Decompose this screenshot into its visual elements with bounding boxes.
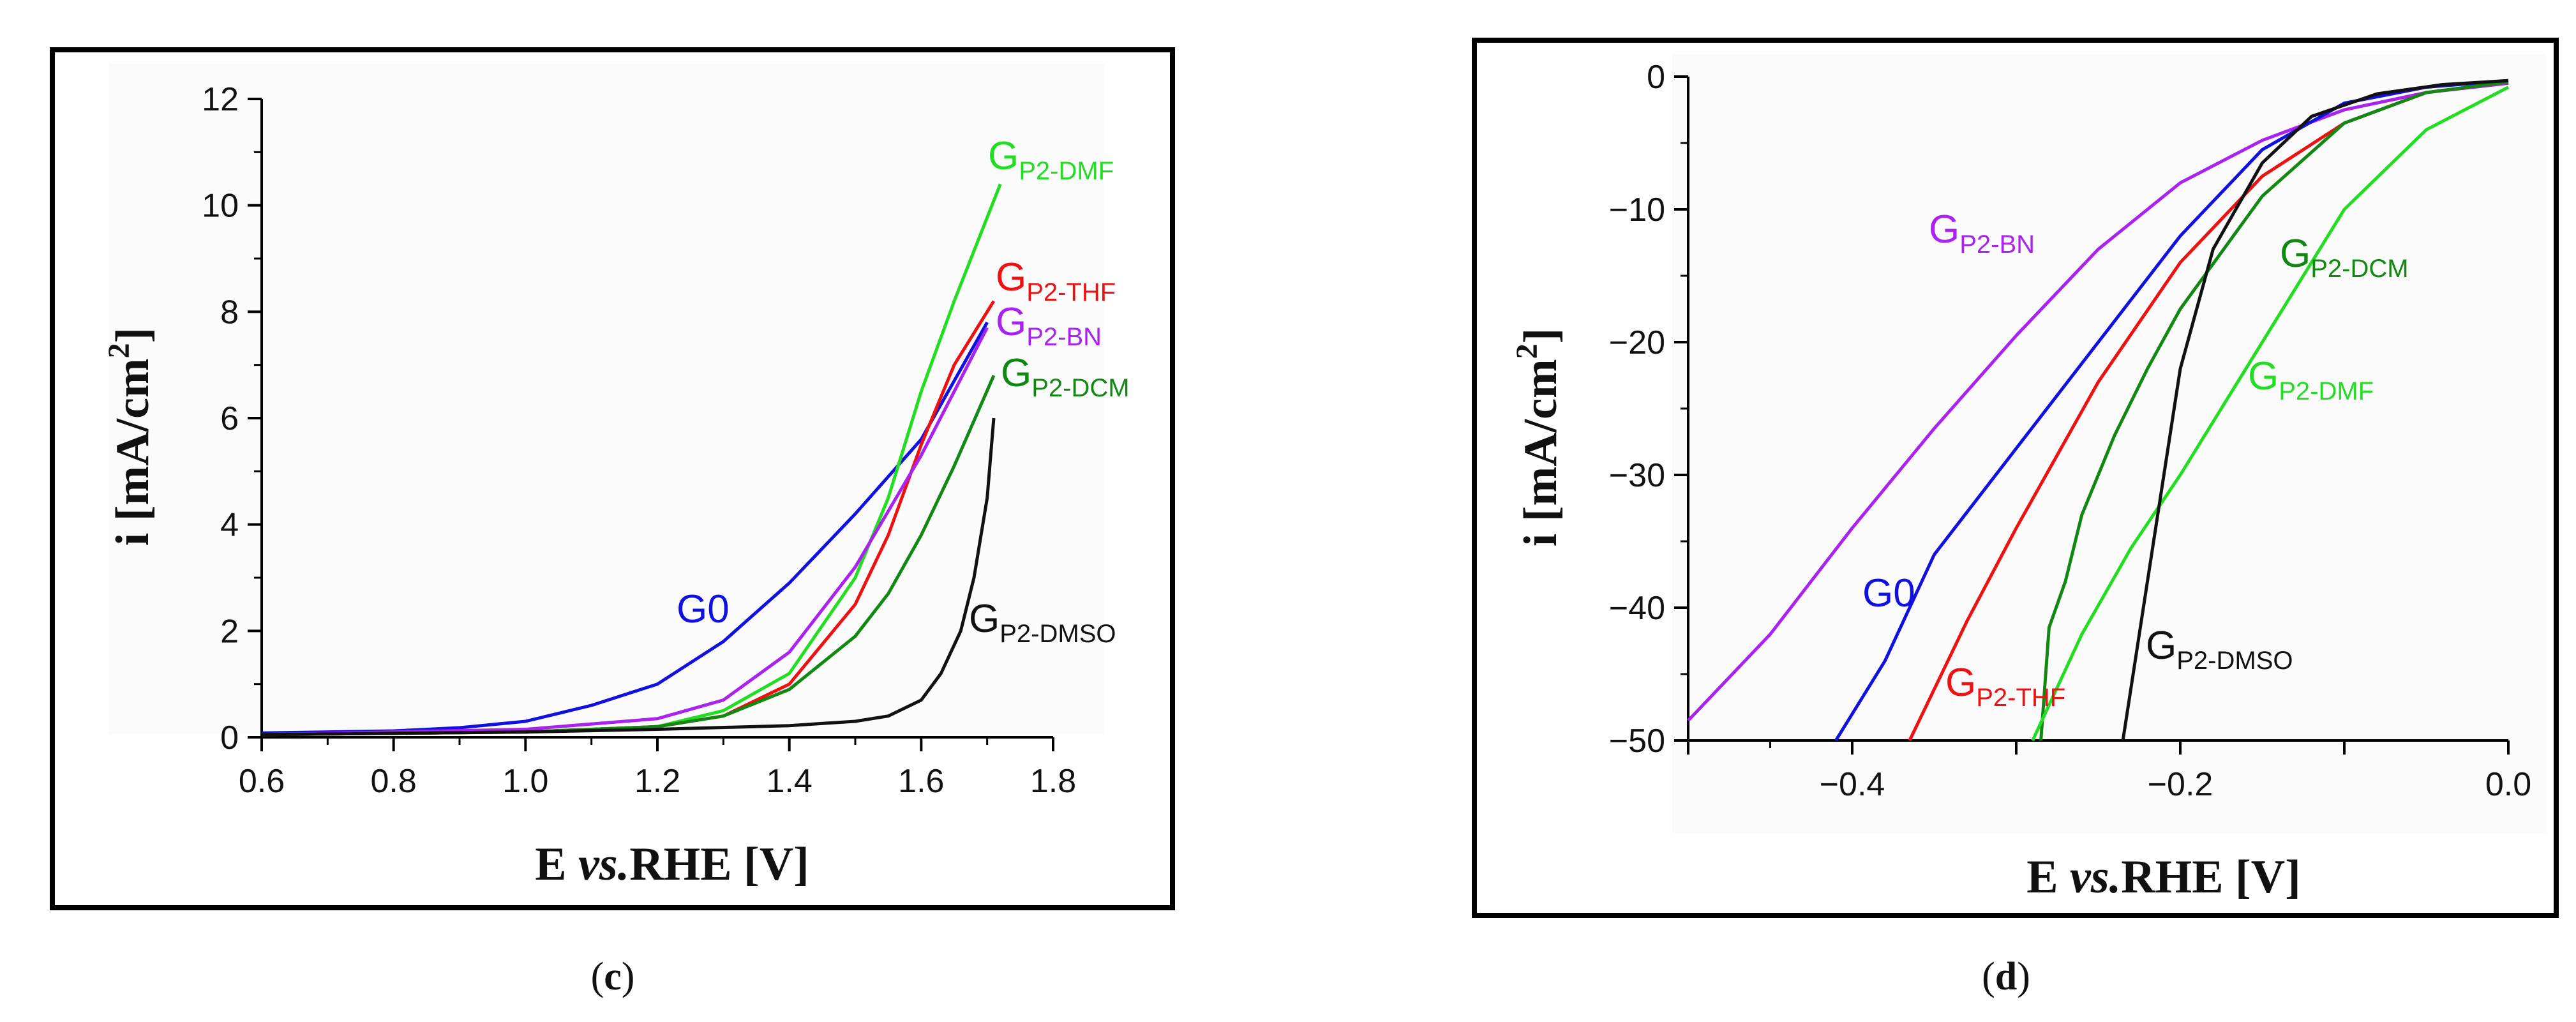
series-label-g0: G0 — [677, 587, 730, 631]
x-tick-label: −0.4 — [1820, 766, 1885, 803]
y-tick-label: 4 — [220, 507, 239, 544]
y-tick-label: 8 — [220, 294, 239, 331]
panel-d-y-axis-title: i [mA/cm2] — [1510, 328, 1567, 547]
panel-c-x-axis-title: E vs.RHE [V] — [535, 838, 809, 890]
panel-c-y-axis-title: i [mA/cm2] — [102, 327, 159, 546]
x-tick-label: 1.6 — [898, 763, 944, 800]
y-tick-label: 10 — [202, 188, 239, 225]
chart-panel-c: 0.6 0.8 1.0 1.2 1.4 1.6 1.8 0 2 4 6 8 10 12 G0 GP2-DMF… — [50, 47, 1175, 998]
chart-panel-d: −0.4 −0.2 0.0 0 −10 −20 −30 −40 −50 GP2-BN G0 GP2-… — [1472, 38, 2559, 998]
y-tick-label: 0 — [1647, 59, 1665, 96]
series-line-gp2-dmso — [261, 417, 996, 737]
panel-c-caption: (c) — [591, 955, 635, 998]
x-tick-label: 0.0 — [2485, 766, 2531, 803]
series-label-gp2-bn: GP2-BN — [1929, 207, 2035, 259]
series-line-g0 — [261, 321, 989, 735]
x-tick-label: 0.6 — [239, 763, 285, 800]
panel-d-frame — [1472, 38, 2559, 918]
y-tick-label: −30 — [1609, 457, 1665, 494]
x-tick-label: −0.2 — [2148, 766, 2213, 803]
series-label-gp2-dcm: GP2-DCM — [2280, 232, 2409, 283]
series-label-gp2-thf: GP2-THF — [1945, 661, 2065, 712]
y-tick-label: 0 — [220, 719, 239, 756]
x-tick-label: 1.4 — [767, 763, 812, 800]
series-line-gp2-dcm — [2039, 80, 2509, 741]
panel-d-x-axis-title: E vs.RHE [V] — [2026, 851, 2301, 903]
series-line-gp2-bn — [261, 327, 989, 737]
series-label-gp2-thf: GP2-THF — [996, 255, 1116, 306]
series-label-gp2-dmf: GP2-DMF — [2248, 354, 2374, 405]
series-label-g0: G0 — [1862, 571, 1915, 615]
panel-c-plot-background — [109, 64, 1104, 734]
y-tick-label: 12 — [202, 81, 239, 118]
panel-d-caption: (d) — [1982, 955, 2030, 998]
x-tick-label: 1.2 — [634, 763, 680, 800]
x-tick-label: 0.8 — [371, 763, 417, 800]
series-label-gp2-bn: GP2-BN — [996, 300, 1102, 351]
x-tick-label: 1.0 — [502, 763, 548, 800]
y-tick-label: 2 — [220, 613, 239, 650]
y-tick-label: −40 — [1609, 590, 1665, 627]
series-label-gp2-dmso: GP2-DMSO — [969, 597, 1116, 648]
y-tick-label: −10 — [1609, 192, 1665, 229]
y-tick-label: −50 — [1609, 723, 1665, 760]
x-tick-label: 1.8 — [1030, 763, 1076, 800]
series-line-gp2-bn — [1687, 81, 2509, 722]
y-tick-label: 6 — [220, 400, 239, 437]
panel-c-frame — [50, 47, 1175, 910]
series-label-gp2-dmso: GP2-DMSO — [2146, 624, 2293, 675]
series-line-gp2-dmf — [2031, 86, 2510, 742]
y-tick-label: −20 — [1609, 324, 1665, 361]
series-label-gp2-dmf: GP2-DMF — [988, 134, 1114, 185]
series-line-g0 — [1834, 79, 2509, 742]
series-label-gp2-dcm: GP2-DCM — [1001, 351, 1130, 402]
series-line-gp2-dmso — [2121, 79, 2509, 741]
